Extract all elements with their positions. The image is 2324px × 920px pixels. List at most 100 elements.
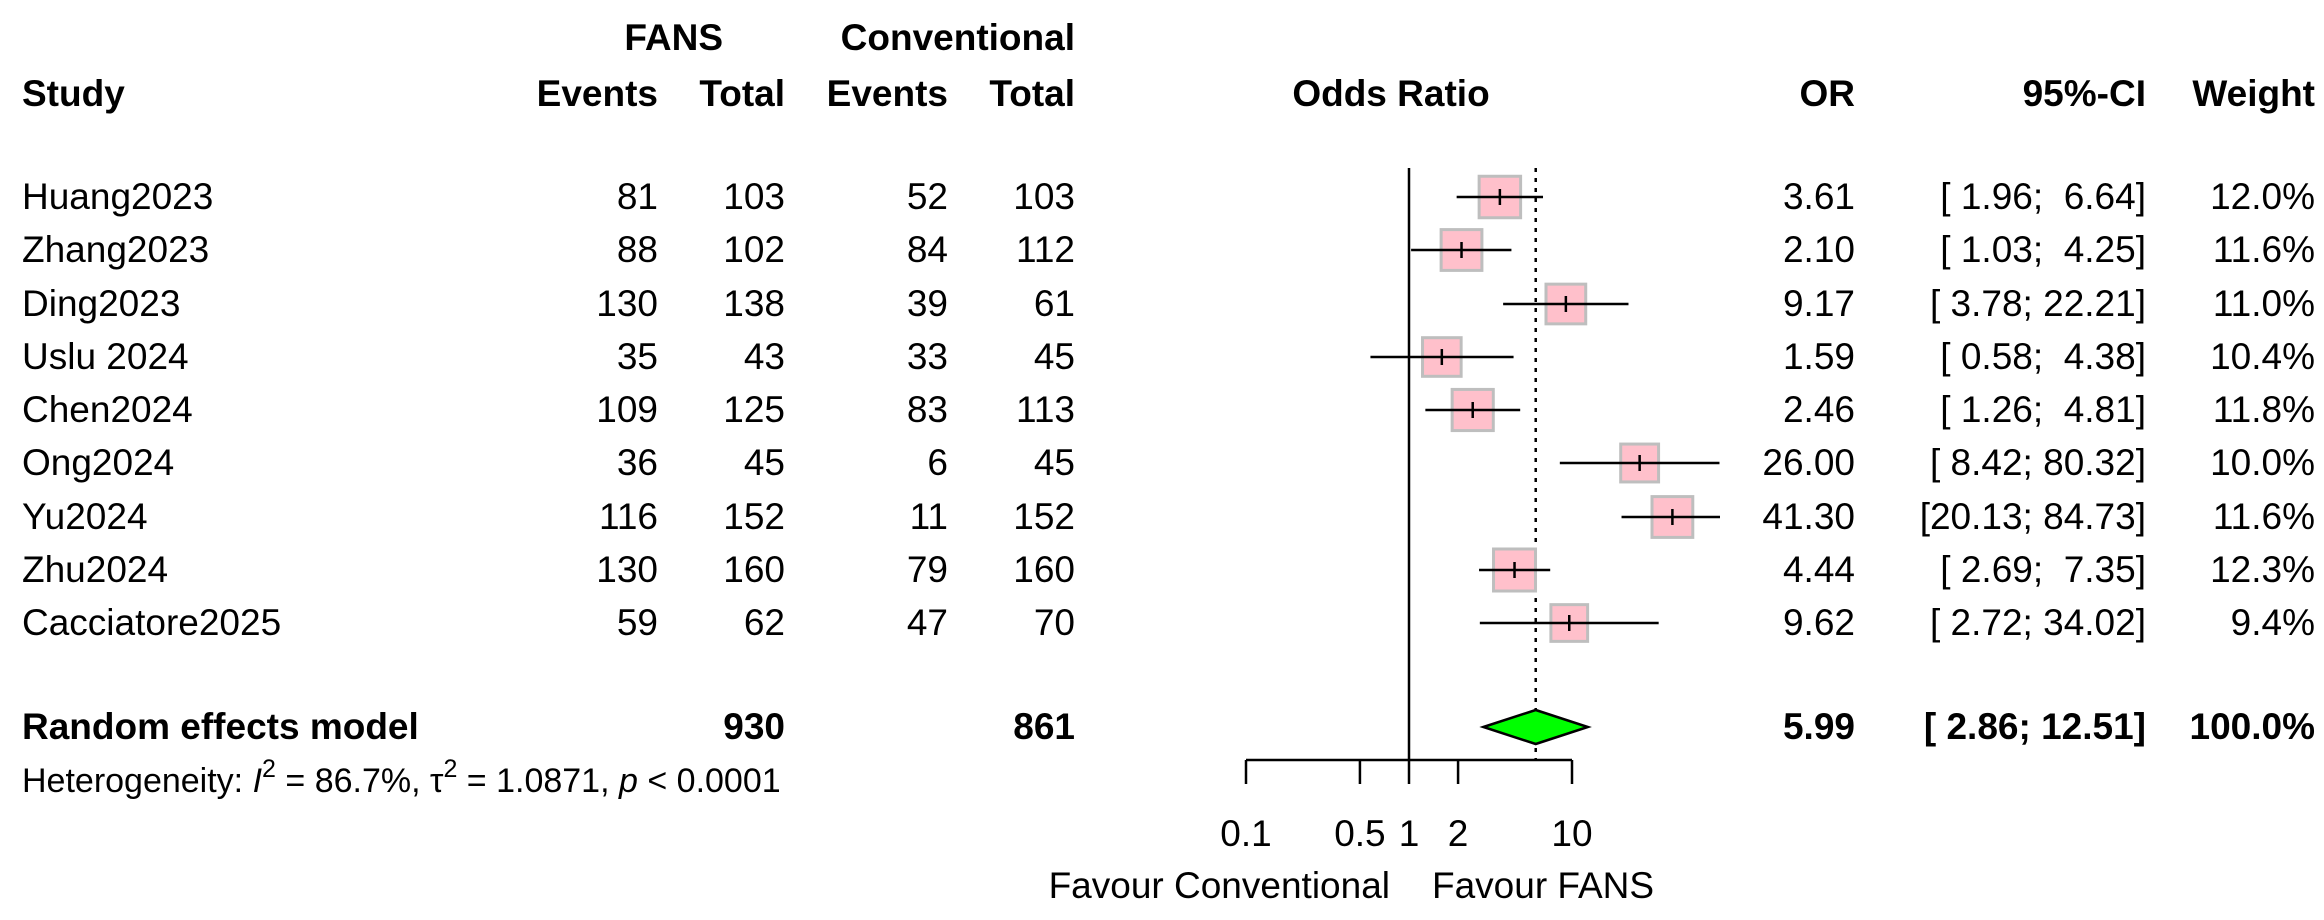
heterogeneity-tau-value: = 1.0871, (457, 762, 619, 800)
summary-diamond (1479, 708, 1592, 746)
table-cell-total-conv: 45 (1034, 336, 1075, 377)
table-cell-ci: [20.13; 84.73] (1920, 496, 2146, 537)
summary-total-fans: 930 (723, 706, 785, 747)
table-cell-weight: 11.0% (2213, 283, 2315, 324)
table-cell-study: Huang2023 (22, 176, 213, 217)
header-total-conv: Total (989, 73, 1075, 114)
table-cell-events-fans: 35 (617, 336, 658, 377)
table-cell-or: 4.44 (1783, 549, 1855, 590)
heterogeneity-i-symbol: I (253, 762, 263, 800)
table-cell-events-fans: 81 (617, 176, 658, 217)
table-cell-weight: 12.3% (2210, 549, 2315, 590)
summary-total-conv: 861 (1013, 706, 1075, 747)
x-axis-tick-label: 1 (1399, 813, 1420, 854)
x-axis-tick-label: 0.1 (1220, 813, 1271, 854)
table-cell-study: Cacciatore2025 (22, 602, 281, 643)
table-cell-events-conv: 11 (910, 496, 948, 537)
x-axis-ticks: 0.1 0.5 1 2 10 (1220, 760, 1593, 854)
table-cell-ci: [ 1.03; 4.25] (1940, 229, 2146, 270)
table-cell-weight: 11.6% (2213, 496, 2315, 537)
table-cell-or: 9.17 (1783, 283, 1855, 324)
favour-right-label: Favour FANS (1432, 865, 1654, 906)
table-cell-ci: [ 1.26; 4.81] (1940, 389, 2146, 430)
table-cell-weight: 9.4% (2231, 602, 2315, 643)
table-cell-events-conv: 79 (907, 549, 948, 590)
table-cell-events-fans: 130 (596, 549, 658, 590)
summary-weight: 100.0% (2190, 706, 2316, 747)
x-axis-tick-label: 10 (1551, 813, 1592, 854)
table-cell-total-conv: 112 (1016, 229, 1075, 270)
table-cell-study: Uslu 2024 (22, 336, 189, 377)
table-cell-events-conv: 83 (907, 389, 948, 430)
table-cell-or: 2.46 (1783, 389, 1855, 430)
summary-ci: [ 2.86; 12.51] (1924, 706, 2146, 747)
table-cell-total-conv: 61 (1034, 283, 1075, 324)
header-or: OR (1800, 73, 1856, 114)
table-cell-total-fans: 152 (723, 496, 785, 537)
x-axis-tick-label: 2 (1448, 813, 1469, 854)
heterogeneity-prefix: Heterogeneity: (22, 762, 253, 800)
table-cell-or: 9.62 (1783, 602, 1855, 643)
ci-marks (1370, 174, 1720, 643)
table-cell-events-fans: 130 (596, 283, 658, 324)
table-cell-events-conv: 84 (907, 229, 948, 270)
header-events-conv: Events (827, 73, 948, 114)
heterogeneity-tau-exp: 2 (443, 755, 457, 783)
heterogeneity-text: Heterogeneity: I2 = 86.7%, τ2 = 1.0871, … (22, 755, 781, 800)
table-cell-events-fans: 116 (599, 496, 658, 537)
x-axis-tick-label: 0.5 (1334, 813, 1385, 854)
header-study: Study (22, 73, 125, 114)
table-cell-total-fans: 43 (744, 336, 785, 377)
table-cell-study: Ding2023 (22, 283, 180, 324)
table-cell-events-conv: 52 (907, 176, 948, 217)
table-cell-ci: [ 3.78; 22.21] (1930, 283, 2146, 324)
table-cell-weight: 11.6% (2213, 229, 2315, 270)
heterogeneity-p-symbol: p (618, 762, 638, 800)
header-total-fans: Total (699, 73, 785, 114)
table-cell-events-fans: 109 (596, 389, 658, 430)
table-cell-events-conv: 39 (907, 283, 948, 324)
header-group-conventional: Conventional (841, 17, 1075, 58)
header-ci: 95%-CI (2023, 73, 2146, 114)
table-cell-study: Yu2024 (22, 496, 148, 537)
table-cell-total-fans: 138 (723, 283, 785, 324)
table-cell-total-fans: 45 (744, 442, 785, 483)
table-cell-or: 3.61 (1783, 176, 1855, 217)
table-cell-total-conv: 113 (1016, 389, 1075, 430)
table-cell-study: Zhang2023 (22, 229, 209, 270)
header-events-fans: Events (537, 73, 658, 114)
table-cell-events-conv: 33 (907, 336, 948, 377)
table-cell-weight: 10.0% (2210, 442, 2315, 483)
favour-left-label: Favour Conventional (1049, 865, 1390, 906)
table-cell-or: 26.00 (1762, 442, 1855, 483)
header-odds-ratio: Odds Ratio (1292, 73, 1489, 114)
header-group-fans: FANS (624, 17, 723, 58)
table-cell-or: 2.10 (1783, 229, 1855, 270)
table-cell-total-conv: 103 (1013, 176, 1075, 217)
table-cell-events-fans: 88 (617, 229, 658, 270)
summary-label: Random effects model (22, 706, 419, 747)
plot-area: 0.1 0.5 1 2 10 (1220, 168, 1720, 854)
table-cell-total-conv: 152 (1013, 496, 1075, 537)
table-cell-events-fans: 36 (617, 442, 658, 483)
heterogeneity-i-exp: 2 (262, 755, 276, 783)
table-cell-weight: 10.4% (2210, 336, 2315, 377)
table-cell-events-conv: 6 (927, 442, 948, 483)
table-cell-total-conv: 70 (1034, 602, 1075, 643)
table-cell-events-fans: 59 (617, 602, 658, 643)
table-cell-ci: [ 2.72; 34.02] (1930, 602, 2146, 643)
table-cell-ci: [ 8.42; 80.32] (1930, 442, 2146, 483)
table-cell-study: Zhu2024 (22, 549, 168, 590)
heterogeneity-tau-symbol: τ (430, 762, 444, 800)
table-cell-total-fans: 62 (744, 602, 785, 643)
table-cell-study: Chen2024 (22, 389, 193, 430)
table-cell-total-conv: 160 (1013, 549, 1075, 590)
heterogeneity-p-value: < 0.0001 (638, 762, 781, 800)
heterogeneity-i-value: = 86.7%, (276, 762, 430, 800)
table-cell-total-fans: 160 (723, 549, 785, 590)
table-cell-total-conv: 45 (1034, 442, 1075, 483)
table-cell-ci: [ 0.58; 4.38] (1940, 336, 2146, 377)
table-cell-total-fans: 103 (723, 176, 785, 217)
table-cell-weight: 11.8% (2213, 389, 2315, 430)
